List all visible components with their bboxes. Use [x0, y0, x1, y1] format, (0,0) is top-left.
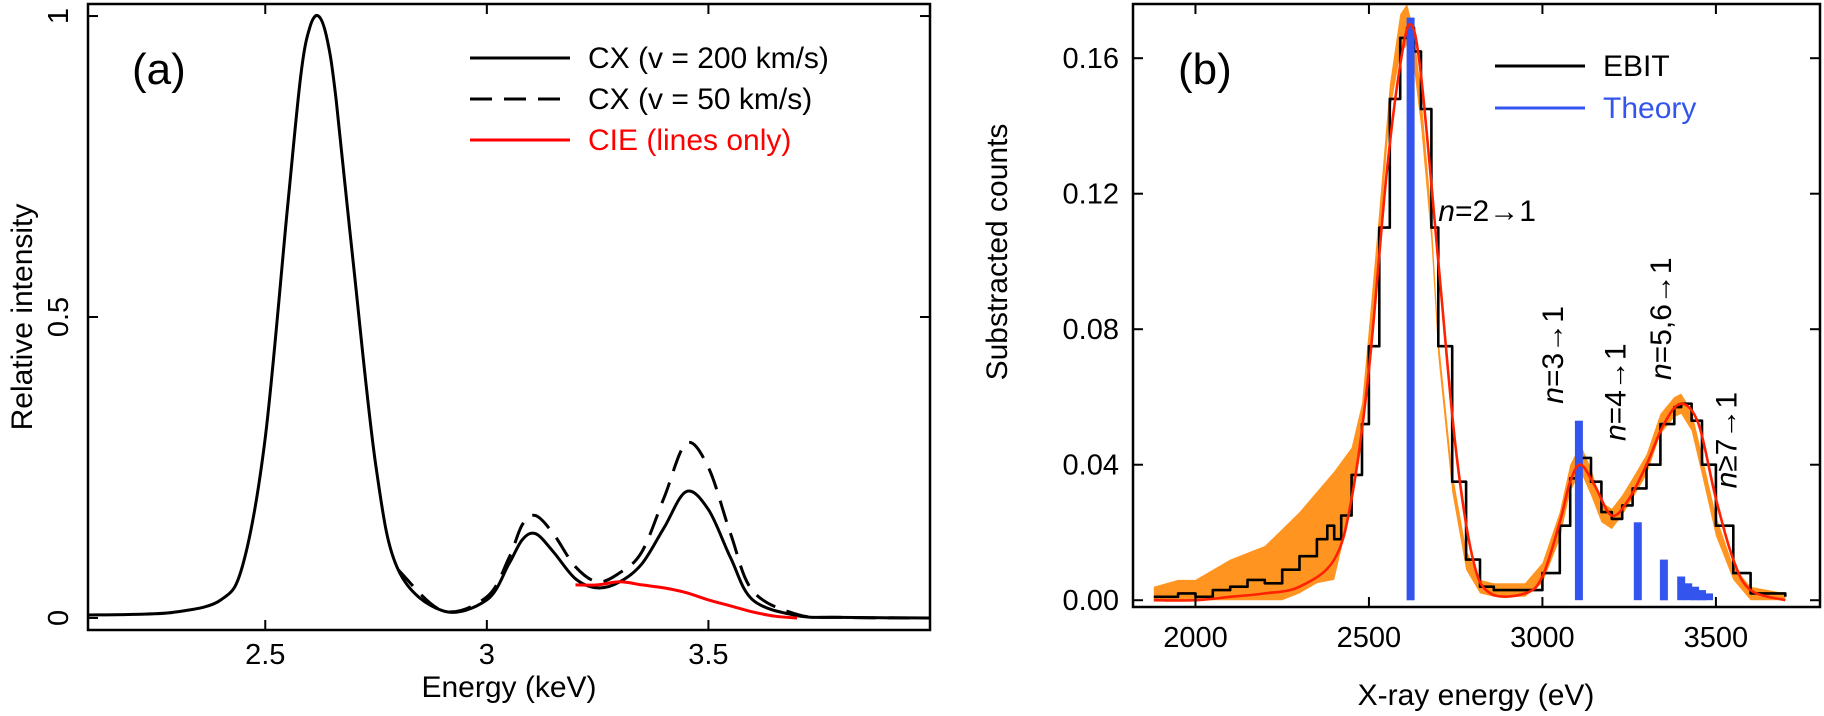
panel-b-uncertainty-band	[1153, 4, 1786, 601]
panel-b-axes-frame	[1131, 2, 1822, 609]
panel-b: 2000 2500 3000 3500 0.00 0.04 0.08 0.12 0.16 (b)…	[981, 2, 1822, 712]
panel-a-legend-label-cie-lines-only: CIE (lines only)	[588, 124, 791, 157]
panel-a-plot-area	[88, 14, 930, 620]
panel-a-xlabel: Energy (keV)	[421, 671, 596, 704]
panel-b-ytick-label: 0.12	[1063, 179, 1119, 211]
panel-b-label: (b)	[1178, 45, 1232, 94]
panel-a-series-cx-v-50-km-s-line	[397, 440, 930, 620]
panel-b-annotation-0: n=2→1	[1438, 195, 1536, 228]
panel-b-ylabel: Substracted counts	[981, 124, 1014, 381]
panel-b-ticks: 2000 2500 3000 3500 0.00 0.04 0.08 0.12 0.16	[1063, 4, 1820, 654]
panel-a-legend-label-cx-v-200-km-s: CX (v = 200 km/s)	[588, 42, 829, 75]
panel-a-label: (a)	[132, 45, 186, 94]
panel-b-series-theory-bar	[1705, 593, 1713, 601]
panel-b-series-theory-bar	[1406, 17, 1415, 601]
panel-b-series-theory-bar	[1691, 586, 1700, 601]
panel-b-series-theory-bar	[1677, 576, 1686, 601]
panel-b-series-theory-bar	[1574, 420, 1583, 601]
panel-b-xtick-label: 3500	[1684, 622, 1749, 654]
panel-a-ylabel: Relative intensity	[6, 204, 39, 431]
panel-b-ytick-label: 0.08	[1063, 314, 1119, 346]
panel-a-legend: CX (v = 200 km/s) CX (v = 50 km/s) CIE (li…	[470, 42, 829, 157]
panel-b-annotation-2: n=4→1	[1600, 343, 1633, 441]
panel-b-series-series-2-line	[1153, 23, 1786, 602]
panel-b-series-theory-bar	[1633, 522, 1642, 601]
panel-b-xlabel: X-ray energy (eV)	[1358, 679, 1595, 712]
panel-b-annotation-1: n=3→1	[1537, 306, 1570, 404]
panel-a-series-cie-lines-only-line	[575, 580, 798, 620]
panel-a-series-cx-v-200-km-s-line	[88, 14, 930, 620]
panel-b-series-theory-bar	[1659, 559, 1668, 601]
panel-b-plot-area	[1153, 4, 1787, 602]
panel-a-xtick-label: 3.5	[688, 639, 728, 671]
panel-b-ytick-label: 0.00	[1063, 585, 1119, 617]
panel-b-xtick-label: 2000	[1163, 622, 1228, 654]
panel-b-annotation-4: n≥7→1	[1711, 392, 1744, 489]
panel-b-ytick-label: 0.04	[1063, 450, 1119, 482]
panel-b-ytick-label: 0.16	[1063, 43, 1119, 75]
panel-b-series-theory-bar	[1684, 583, 1693, 601]
panel-b-annotations: n=2→1 n=3→1 n=4→1 n=5,6→1 n≥7→1	[1438, 195, 1743, 489]
panel-a: 2.5 3 3.5 0 0.5 1 (a) Energy (keV) Relative i…	[6, 2, 932, 704]
panel-a-ticks: 2.5 3 3.5 0 0.5 1	[43, 4, 930, 671]
panel-b-annotation-3: n=5,6→1	[1645, 257, 1678, 380]
panel-a-ytick-label: 1	[43, 8, 75, 24]
panel-a-ytick-label: 0	[43, 610, 75, 626]
panel-b-xtick-label: 3000	[1510, 622, 1575, 654]
panel-b-series-theory-bar	[1698, 590, 1706, 601]
panel-b-legend: EBIT Theory	[1495, 50, 1696, 125]
panel-a-xtick-label: 3	[479, 639, 495, 671]
panel-b-legend-label-ebit: EBIT	[1603, 50, 1670, 83]
panel-b-xtick-label: 2500	[1337, 622, 1402, 654]
panel-a-series-group	[88, 14, 930, 620]
panel-a-xtick-label: 2.5	[245, 639, 285, 671]
panel-b-series-group	[1153, 4, 1787, 602]
panel-a-ytick-label: 0.5	[43, 297, 75, 337]
panel-b-legend-label-theory: Theory	[1603, 92, 1696, 125]
panel-a-legend-label-cx-v-50-km-s: CX (v = 50 km/s)	[588, 83, 812, 116]
